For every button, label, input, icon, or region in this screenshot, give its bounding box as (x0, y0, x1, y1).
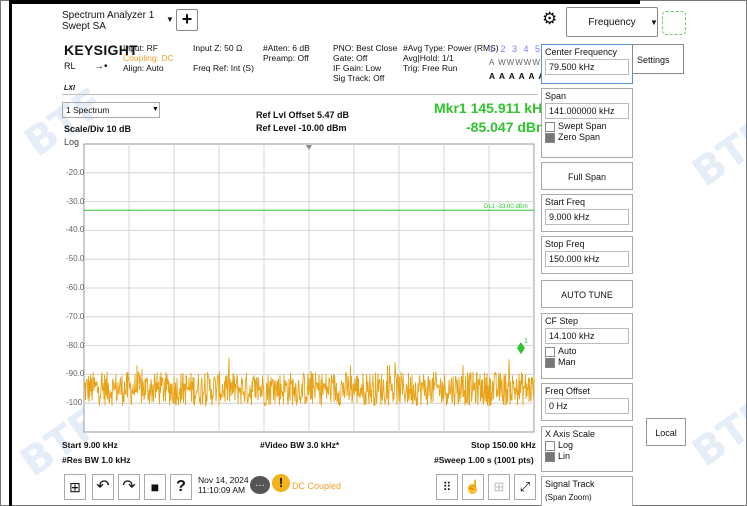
ref-level: Ref Level -10.00 dBm (256, 123, 347, 133)
span-field[interactable]: 141.000000 kHz (545, 103, 629, 119)
cf-step-key[interactable]: CF Step 14.100 kHz Auto Man (541, 313, 633, 379)
center-frequency-key[interactable]: Center Frequency 79.500 kHz (541, 44, 633, 84)
window-layout-icon[interactable]: ⊞ (488, 474, 510, 500)
cf-auto-option[interactable]: Auto (542, 346, 632, 357)
dc-coupled-status[interactable]: DC Coupled (292, 481, 342, 491)
bw-status[interactable]: PNO: Best Close Gate: Off IF Gain: Low S… (333, 43, 398, 83)
settings-tab[interactable]: Settings (632, 44, 684, 74)
y-tick-label: -50.0 (66, 254, 85, 264)
span-key[interactable]: Span 141.000000 kHz Swept Span Zero Span (541, 88, 633, 158)
display-line-label: DL1 -33.00 dBm (484, 204, 528, 210)
lxi-logo: LXI (64, 85, 75, 92)
input-status[interactable]: Input: RF Coupling: DC Align: Auto (123, 43, 174, 73)
atten-status[interactable]: #Atten: 6 dB Preamp: Off (263, 43, 310, 63)
help-icon[interactable]: ? (170, 474, 192, 500)
scale-per-div: Scale/Div 10 dB (64, 124, 132, 134)
signal-track-key[interactable]: Signal Track (Span Zoom) (541, 476, 633, 506)
video-bw[interactable]: #Video BW 3.0 kHz* (260, 440, 340, 450)
ref-level-offset: Ref Lvl Offset 5.47 dB (256, 110, 350, 120)
y-tick-label: -90.0 (66, 369, 85, 379)
marker-1[interactable] (516, 342, 525, 355)
app-dropdown-icon[interactable]: ▼ (166, 15, 174, 24)
freq-offset-key[interactable]: Freq Offset 0 Hz (541, 383, 633, 421)
trace-numbers[interactable]: 1 2 3 4 5 6 (489, 44, 554, 54)
undo-icon[interactable]: ↶ (92, 474, 114, 500)
y-tick-label: -80.0 (66, 340, 85, 350)
y-tick-label: -20.0 (66, 167, 85, 177)
x-axis-scale-key[interactable]: X Axis Scale Log Lin (541, 426, 633, 472)
touch-icon[interactable]: ☝ (462, 474, 484, 500)
frequency-menu-button[interactable]: Frequency (566, 7, 658, 37)
grid-layout-icon[interactable]: ⠿ (436, 474, 458, 500)
trace-types: A WWWWW (489, 58, 541, 67)
marker-amplitude: -85.047 dBm (466, 119, 549, 135)
log-label: Log (64, 137, 80, 147)
app-mode: Swept SA (62, 21, 106, 32)
grid (84, 144, 534, 432)
unchecked-box-icon (545, 346, 555, 357)
keysight-logo: KEYSIGHT (64, 42, 138, 58)
checked-box-icon (545, 357, 555, 368)
trace-detectors: A A A A A A (489, 71, 546, 81)
center-frequency-field[interactable]: 79.500 kHz (545, 59, 629, 75)
swept-span-option[interactable]: Swept Span (542, 121, 632, 132)
marker-frequency: Mkr1 145.911 kHz (434, 100, 550, 116)
input-z-status[interactable]: Input Z: 50 Ω Freq Ref: Int (S) (193, 43, 254, 73)
left-border (9, 0, 12, 506)
marker-1-number: 1 (524, 338, 528, 345)
y-tick-label: -70.0 (66, 311, 85, 321)
auto-tune-button[interactable]: AUTO TUNE (541, 280, 633, 308)
remote-arrow-icon: →• (94, 61, 108, 72)
trace-1 (83, 357, 535, 407)
start-freq-key[interactable]: Start Freq 9.000 kHz (541, 194, 633, 232)
top-border (9, 0, 640, 4)
y-tick-label: -40.0 (66, 225, 85, 235)
gear-icon[interactable]: ⚙ (542, 9, 558, 28)
start-frequency[interactable]: Start 9.00 kHz (62, 440, 118, 450)
busy-spinner-icon (662, 11, 686, 35)
y-tick-label: -60.0 (66, 283, 85, 292)
full-span-button[interactable]: Full Span (541, 162, 633, 190)
checked-box-icon (545, 132, 555, 143)
view-dropdown-icon[interactable]: ▼ (152, 106, 159, 113)
message-icon[interactable]: … (250, 476, 270, 494)
freq-offset-field[interactable]: 0 Hz (545, 398, 629, 414)
local-button[interactable]: Local (646, 418, 686, 446)
stop-freq-field[interactable]: 150.000 kHz (545, 251, 629, 267)
x-log-option[interactable]: Log (542, 440, 632, 451)
unchecked-box-icon (545, 440, 555, 451)
ref-indicator-icon (306, 145, 312, 150)
cf-step-field[interactable]: 14.100 kHz (545, 328, 629, 344)
app-selector[interactable]: Spectrum Analyzer 1 Swept SA (62, 10, 154, 32)
spectrum-plot[interactable]: DL1 -33.00 dBm 1 (62, 140, 538, 436)
view-select[interactable]: 1 Spectrum (62, 102, 160, 118)
add-screen-button[interactable]: + (176, 9, 198, 31)
y-tick-label: -100 (66, 398, 83, 408)
warning-icon[interactable]: ! (272, 474, 290, 492)
cf-man-option[interactable]: Man (542, 357, 632, 368)
start-freq-field[interactable]: 9.000 kHz (545, 209, 629, 225)
status-bar (62, 41, 538, 95)
res-bw[interactable]: #Res BW 1.0 kHz (62, 455, 131, 465)
stop-freq-key[interactable]: Stop Freq 150.000 kHz (541, 236, 633, 274)
sweep-time[interactable]: #Sweep 1.00 s (1001 pts) (434, 455, 534, 465)
trigger-status[interactable]: #Avg Type: Power (RMS) Avg|Hold: 1/1 Tri… (403, 43, 499, 73)
file-icon[interactable]: ■ (144, 474, 166, 500)
checked-box-icon (545, 451, 555, 462)
x-lin-option[interactable]: Lin (542, 451, 632, 462)
unchecked-box-icon (545, 121, 555, 132)
windows-start-icon[interactable]: ⊞ (64, 474, 86, 500)
date-time: Nov 14, 2024 11:10:09 AM (198, 475, 249, 495)
stop-frequency[interactable]: Stop 150.00 kHz (471, 440, 536, 450)
redo-icon[interactable]: ↷ (118, 474, 140, 500)
y-tick-label: -30.0 (66, 196, 85, 206)
menu-dropdown-icon[interactable]: ▼ (650, 18, 658, 27)
app-title: Spectrum Analyzer 1 (62, 10, 155, 21)
zero-span-option[interactable]: Zero Span (542, 132, 632, 143)
rl-indicator: RL (64, 61, 76, 71)
fullscreen-icon[interactable]: ⤢ (514, 474, 536, 500)
